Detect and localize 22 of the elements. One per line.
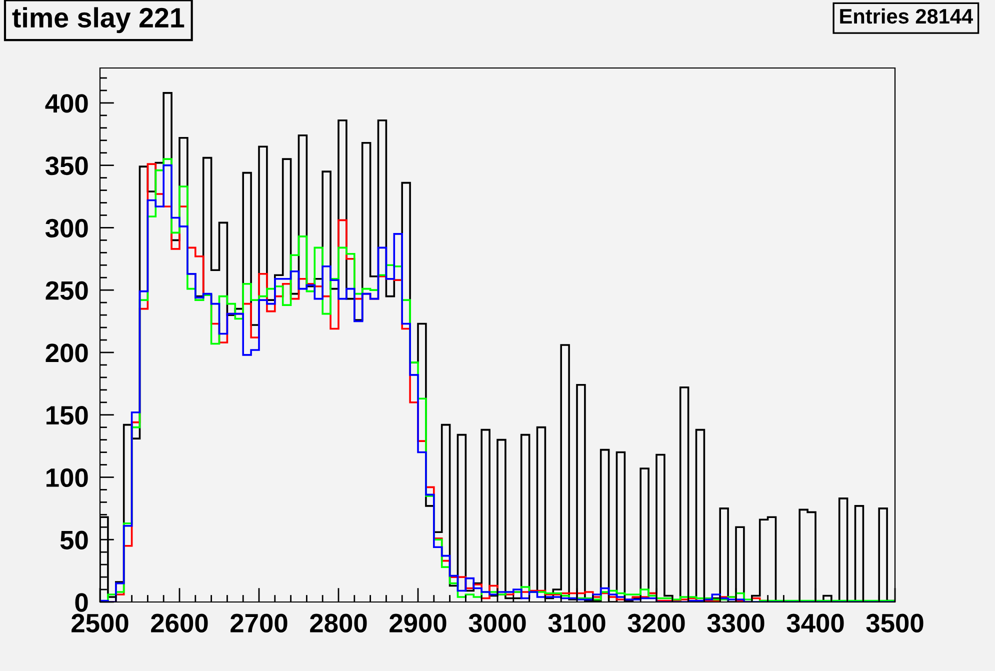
y-tick-label: 400 [45,94,88,113]
x-tick-label: 3100 [548,614,606,633]
x-tick-label: 3000 [468,614,526,633]
y-tick-label: 300 [45,218,88,238]
y-tick-label: 150 [46,406,88,425]
y-tick-label: 200 [46,344,88,362]
x-tick-label: 2700 [230,614,288,632]
x-tick-label: 2500 [72,614,128,632]
x-tick-label: 2600 [151,614,208,632]
x-tick-label: 3300 [707,614,764,633]
y-tick-label: 0 [75,593,88,612]
x-tick-label: 3200 [628,614,685,633]
text: Entries 28144 [840,8,974,24]
x-tick-label: 2900 [390,614,446,632]
x-tick-label: 3500 [866,614,924,633]
y-tick-label: 100 [46,468,88,488]
x-tick-label: 3400 [786,614,844,633]
y-tick-label: 250 [46,281,88,300]
y-tick-label: 50 [60,530,88,550]
chart-title: time slay 221 [12,7,184,34]
x-tick-label: 2800 [310,614,367,632]
y-tick-label: 350 [45,156,88,176]
